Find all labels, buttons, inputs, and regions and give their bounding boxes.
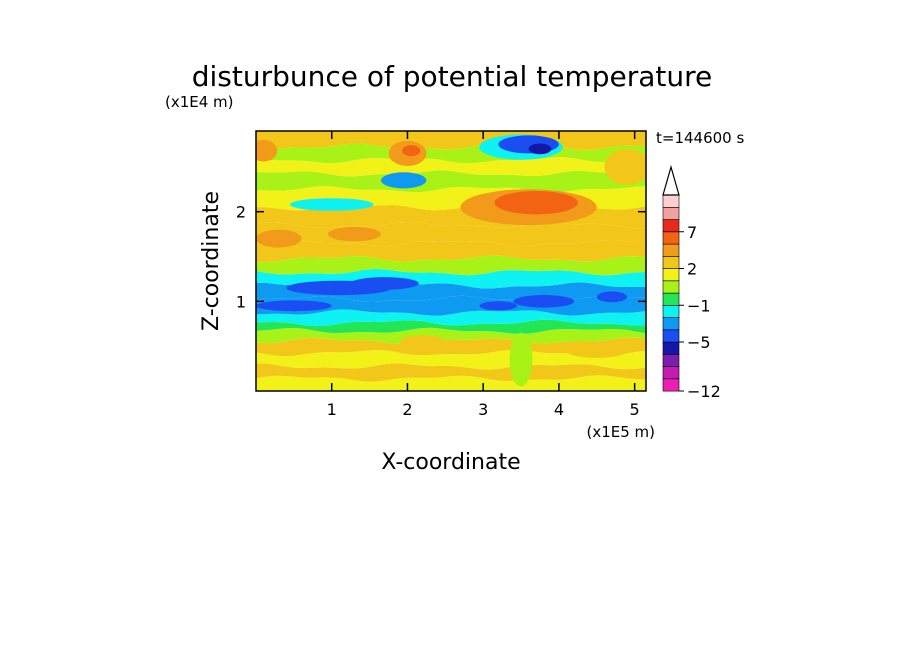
contour-feature xyxy=(402,145,421,157)
plot-frame xyxy=(255,130,647,392)
x-axis-ticks: 1 2 3 4 5 xyxy=(327,131,640,419)
colorbar-swatch xyxy=(662,268,680,282)
colorbar-tick-label: −5 xyxy=(687,333,711,352)
colorbar-swatch xyxy=(662,353,680,367)
colorbar-swatch xyxy=(662,366,680,380)
colorbar-tick-label: 7 xyxy=(687,223,697,242)
contour-band xyxy=(256,349,646,370)
contour-feature xyxy=(494,191,578,215)
contour-band xyxy=(256,295,646,316)
time-label: t=144600 s xyxy=(656,129,744,147)
x-tick-label: 4 xyxy=(554,400,564,419)
colorbar-swatch xyxy=(662,255,680,269)
colorbar: 7 2 −1 −5 −12 xyxy=(662,164,721,401)
contour-feature xyxy=(327,226,381,242)
colorbar-swatch xyxy=(662,292,680,306)
x-tick-label: 2 xyxy=(402,400,412,419)
x-multiplier: (x1E5 m) xyxy=(586,423,655,441)
colorbar-swatch xyxy=(662,243,680,257)
colorbar-swatch xyxy=(662,341,680,355)
colorbar-swatch xyxy=(662,207,680,220)
contour-band xyxy=(256,337,646,357)
y-multiplier: (x1E4 m) xyxy=(165,93,234,111)
contour-band xyxy=(256,363,646,382)
contour-feature xyxy=(566,343,628,358)
contour-band xyxy=(256,131,646,150)
y-axis-ticks: 12 xyxy=(236,203,646,311)
colorbar-tick-label: −12 xyxy=(687,382,721,401)
contour-blobs xyxy=(256,134,646,387)
contour-band xyxy=(256,255,646,276)
colorbar-swatch xyxy=(662,231,680,245)
x-tick-label: 3 xyxy=(478,400,488,419)
contour-band xyxy=(256,375,646,391)
contour-feature xyxy=(513,295,575,308)
contour-band xyxy=(256,170,646,193)
y-tick-label: 2 xyxy=(236,203,246,222)
contour-feature xyxy=(350,277,419,290)
contour-feature xyxy=(399,335,446,349)
contour-band xyxy=(256,309,646,327)
chart-title: disturbunce of potential temperature xyxy=(192,60,713,93)
contour-feature xyxy=(479,301,518,311)
contour-feature xyxy=(290,198,374,211)
x-tick-label: 1 xyxy=(327,400,337,419)
contour-band xyxy=(256,240,646,263)
y-axis-label: Z-coordinate xyxy=(199,191,224,331)
contour-feature xyxy=(256,300,332,312)
plot-area xyxy=(256,131,646,391)
colorbar-swatch xyxy=(662,329,680,343)
x-axis-label: X-coordinate xyxy=(381,450,520,475)
contour-feature xyxy=(596,291,628,303)
colorbar-swatch xyxy=(662,194,680,208)
colorbar-extend-arrow xyxy=(662,164,680,196)
contour-feature xyxy=(528,143,552,155)
y-tick-label: 1 xyxy=(236,292,246,311)
contour-band xyxy=(256,327,646,345)
colorbar-swatch xyxy=(662,219,680,233)
contour-band xyxy=(256,319,646,334)
colorbar-swatch xyxy=(662,280,680,294)
contour-feature xyxy=(509,332,533,387)
contour-feature xyxy=(256,139,278,162)
contour-band xyxy=(256,157,646,177)
colorbar-swatch xyxy=(662,317,680,331)
colorbar-swatch xyxy=(662,304,680,318)
colorbar-tick-label: 2 xyxy=(687,260,697,279)
x-tick-label: 5 xyxy=(630,400,640,419)
contour-feature xyxy=(604,149,646,185)
contour-feature xyxy=(381,172,427,189)
colorbar-swatch xyxy=(662,378,680,392)
colorbar-tick-label: −1 xyxy=(687,296,711,315)
contour-feature xyxy=(256,229,302,248)
